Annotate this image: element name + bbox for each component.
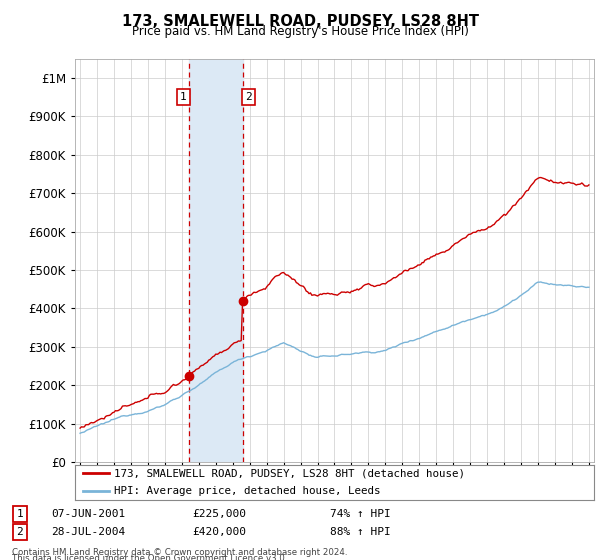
Text: 07-JUN-2001: 07-JUN-2001 — [51, 509, 125, 519]
Text: 74% ↑ HPI: 74% ↑ HPI — [330, 509, 391, 519]
Text: 2: 2 — [16, 527, 23, 537]
Text: 173, SMALEWELL ROAD, PUDSEY, LS28 8HT: 173, SMALEWELL ROAD, PUDSEY, LS28 8HT — [121, 14, 479, 29]
Text: This data is licensed under the Open Government Licence v3.0.: This data is licensed under the Open Gov… — [12, 554, 287, 560]
Bar — [190, 59, 242, 462]
Text: 173, SMALEWELL ROAD, PUDSEY, LS28 8HT (detached house): 173, SMALEWELL ROAD, PUDSEY, LS28 8HT (d… — [114, 469, 465, 478]
Text: 2: 2 — [245, 92, 252, 102]
Text: HPI: Average price, detached house, Leeds: HPI: Average price, detached house, Leed… — [114, 486, 380, 496]
Text: 1: 1 — [16, 509, 23, 519]
Text: Price paid vs. HM Land Registry's House Price Index (HPI): Price paid vs. HM Land Registry's House … — [131, 25, 469, 38]
Text: Contains HM Land Registry data © Crown copyright and database right 2024.: Contains HM Land Registry data © Crown c… — [12, 548, 347, 557]
Text: £225,000: £225,000 — [192, 509, 246, 519]
Text: 1: 1 — [180, 92, 187, 102]
Text: 28-JUL-2004: 28-JUL-2004 — [51, 527, 125, 537]
Text: 88% ↑ HPI: 88% ↑ HPI — [330, 527, 391, 537]
Text: £420,000: £420,000 — [192, 527, 246, 537]
